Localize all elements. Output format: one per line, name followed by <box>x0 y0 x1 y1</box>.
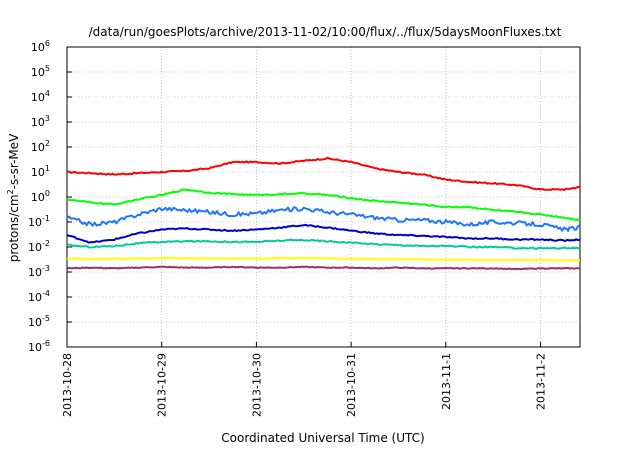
y-tick-exp: -3 <box>42 264 50 273</box>
y-tick-base: 10 <box>28 241 42 254</box>
y-tick-exp: 4 <box>45 89 50 98</box>
y-tick-label: 10-6 <box>28 339 50 354</box>
x-tick-label: 2013-11-2 <box>535 353 548 410</box>
y-tick-label: 10-2 <box>28 239 50 254</box>
y-tick-base: 10 <box>28 316 42 329</box>
x-axis-label: Coordinated Universal Time (UTC) <box>221 431 424 445</box>
y-tick-label: 101 <box>31 164 50 179</box>
chart-title: /data/run/goesPlots/archive/2013-11-02/1… <box>89 25 562 39</box>
y-tick-exp: -5 <box>42 314 50 323</box>
y-tick-label: 10-4 <box>28 289 50 304</box>
y-tick-exp: 3 <box>45 114 50 123</box>
y-tick-exp: 0 <box>45 189 50 198</box>
y-tick-exp: -6 <box>42 339 50 348</box>
series-line <box>66 188 581 221</box>
series-line <box>66 256 581 262</box>
y-tick-label: 106 <box>31 39 50 54</box>
y-tick-exp: -2 <box>42 239 50 248</box>
x-tick-label: 2013-10-28 <box>61 353 74 417</box>
y-tick-base: 10 <box>31 141 45 154</box>
y-tick-exp: 5 <box>45 64 50 73</box>
y-axis-label-base: protons/cm <box>7 194 21 262</box>
y-axis-label-sup: 2 <box>6 189 15 194</box>
data-series <box>66 156 581 271</box>
y-tick-label: 10-1 <box>28 214 50 229</box>
y-tick-label: 105 <box>31 64 50 79</box>
y-tick-exp: 2 <box>45 139 50 148</box>
series-line <box>66 265 580 271</box>
series-line <box>66 206 581 232</box>
y-tick-label: 104 <box>31 89 50 104</box>
y-tick-base: 10 <box>31 66 45 79</box>
x-axis-ticks: 2013-10-28 2013-10-29 2013-10-30 2013-10-31… <box>61 342 548 417</box>
series-line <box>66 223 581 244</box>
y-tick-label: 100 <box>31 189 50 204</box>
y-axis-label-rest: -s-sr-MeV <box>7 133 21 189</box>
y-tick-exp: -1 <box>42 214 50 223</box>
y-axis-label: protons/cm2-s-sr-MeV <box>6 133 21 262</box>
series-line <box>66 156 581 191</box>
y-tick-base: 10 <box>31 191 45 204</box>
y-tick-exp: 6 <box>45 39 50 48</box>
y-tick-label: 10-5 <box>28 314 50 329</box>
y-tick-exp: 1 <box>45 164 50 173</box>
x-tick-label: 2013-10-30 <box>250 353 263 417</box>
y-tick-exp: -4 <box>42 289 50 298</box>
y-tick-base: 10 <box>28 216 42 229</box>
y-tick-base: 10 <box>31 91 45 104</box>
x-tick-label: 2013-10-31 <box>345 353 358 417</box>
y-axis-ticks: 10-610-510-410-310-210-11001011021031041… <box>28 39 72 354</box>
y-tick-base: 10 <box>31 166 45 179</box>
y-tick-base: 10 <box>31 41 45 54</box>
y-tick-base: 10 <box>28 291 42 304</box>
y-tick-label: 10-3 <box>28 264 50 279</box>
y-tick-label: 103 <box>31 114 50 129</box>
x-tick-label: 2013-10-29 <box>156 353 169 417</box>
y-tick-base: 10 <box>31 116 45 129</box>
series-line <box>66 238 581 250</box>
y-tick-base: 10 <box>28 266 42 279</box>
y-tick-label: 102 <box>31 139 50 154</box>
y-tick-base: 10 <box>28 341 42 354</box>
x-tick-label: 2013-11-1 <box>440 353 453 410</box>
